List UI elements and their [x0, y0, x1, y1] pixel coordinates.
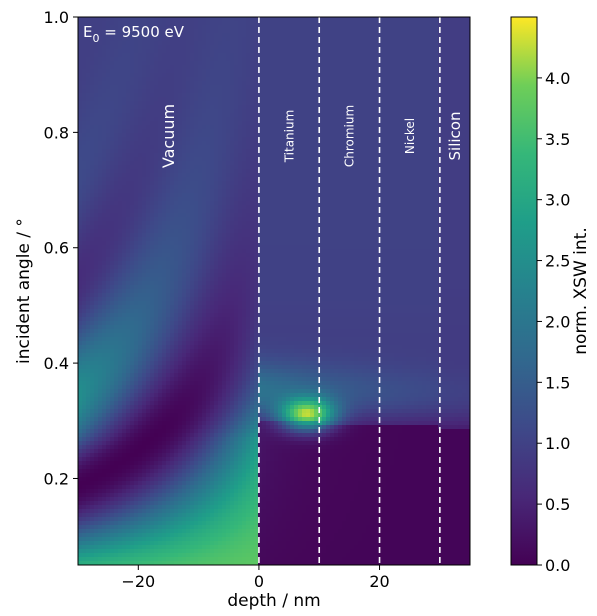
y-tick-label: 0.4: [44, 354, 69, 373]
colorbar-tick-label: 0.5: [545, 495, 570, 514]
x-axis-ticks: −20 0 20: [121, 565, 389, 591]
layer-label: Titanium: [282, 110, 296, 164]
colorbar-tick-label: 3.0: [545, 191, 570, 210]
y-axis-ticks: 0.2 0.4 0.6 0.8 1.0: [44, 8, 78, 488]
layer-label: Nickel: [403, 118, 417, 154]
colorbar: [511, 17, 537, 565]
colorbar-tick-label: 2.0: [545, 312, 570, 331]
layer-label: Silicon: [446, 112, 464, 161]
y-tick-label: 0.2: [44, 469, 69, 488]
layer-label: Chromium: [343, 105, 357, 167]
x-axis-label: depth / nm: [227, 591, 320, 611]
x-tick-label: −20: [121, 572, 155, 591]
colorbar-tick-label: 4.0: [545, 69, 570, 88]
colorbar-ticks: 0.0 0.5 1.0 1.5 2.0 2.5 3.0 3.5 4.0: [537, 69, 570, 575]
y-tick-label: 0.8: [44, 123, 69, 142]
y-axis-label: incident angle / °: [14, 218, 34, 364]
x-tick-label: 20: [369, 572, 389, 591]
colorbar-tick-label: 3.5: [545, 130, 570, 149]
heatmap-area: [78, 17, 471, 566]
y-tick-label: 1.0: [44, 8, 69, 27]
x-tick-label: 0: [254, 572, 264, 591]
colorbar-tick-label: 1.5: [545, 373, 570, 392]
layer-label: Vacuum: [159, 104, 178, 168]
colorbar-tick-label: 2.5: [545, 252, 570, 271]
y-tick-label: 0.6: [44, 239, 69, 258]
colorbar-label: norm. XSW int.: [571, 227, 591, 354]
colorbar-tick-label: 1.0: [545, 434, 570, 453]
colorbar-tick-label: 0.0: [545, 556, 570, 575]
